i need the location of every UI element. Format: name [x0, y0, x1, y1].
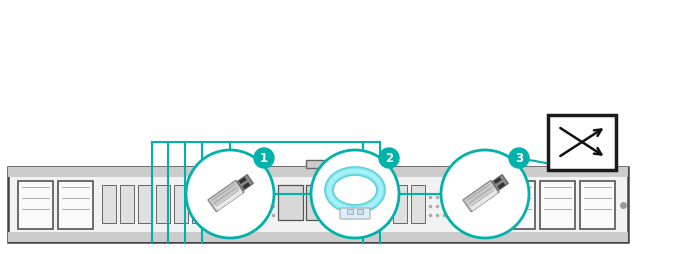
FancyBboxPatch shape	[340, 208, 370, 219]
Polygon shape	[215, 189, 243, 211]
FancyBboxPatch shape	[347, 209, 353, 214]
FancyBboxPatch shape	[102, 185, 116, 223]
FancyBboxPatch shape	[138, 185, 152, 223]
Circle shape	[254, 148, 274, 168]
FancyBboxPatch shape	[337, 187, 349, 219]
FancyBboxPatch shape	[357, 209, 363, 214]
FancyBboxPatch shape	[540, 181, 575, 229]
Text: 3: 3	[515, 152, 523, 165]
FancyBboxPatch shape	[500, 181, 535, 229]
FancyBboxPatch shape	[278, 185, 303, 220]
FancyBboxPatch shape	[192, 185, 206, 223]
Polygon shape	[237, 175, 253, 191]
FancyBboxPatch shape	[357, 185, 371, 223]
Polygon shape	[208, 181, 244, 212]
Circle shape	[509, 148, 529, 168]
FancyBboxPatch shape	[8, 232, 628, 242]
Text: 2: 2	[385, 152, 393, 165]
FancyBboxPatch shape	[8, 167, 628, 177]
Polygon shape	[497, 182, 505, 189]
Polygon shape	[239, 177, 246, 184]
FancyBboxPatch shape	[393, 185, 407, 223]
FancyBboxPatch shape	[375, 185, 389, 223]
FancyBboxPatch shape	[18, 181, 53, 229]
FancyBboxPatch shape	[411, 185, 425, 223]
Polygon shape	[493, 177, 502, 184]
FancyBboxPatch shape	[460, 181, 495, 229]
FancyBboxPatch shape	[156, 185, 170, 223]
Ellipse shape	[441, 150, 529, 238]
FancyBboxPatch shape	[8, 167, 628, 242]
FancyBboxPatch shape	[306, 160, 356, 168]
FancyBboxPatch shape	[120, 185, 134, 223]
Polygon shape	[463, 181, 499, 212]
Polygon shape	[492, 175, 508, 191]
FancyBboxPatch shape	[58, 181, 93, 229]
Ellipse shape	[186, 150, 274, 238]
Text: 1: 1	[260, 152, 268, 165]
Ellipse shape	[311, 150, 399, 238]
Circle shape	[379, 148, 399, 168]
FancyBboxPatch shape	[306, 185, 331, 220]
FancyBboxPatch shape	[580, 181, 615, 229]
Polygon shape	[242, 182, 250, 189]
Polygon shape	[470, 189, 497, 211]
FancyBboxPatch shape	[548, 115, 616, 170]
FancyBboxPatch shape	[174, 185, 188, 223]
